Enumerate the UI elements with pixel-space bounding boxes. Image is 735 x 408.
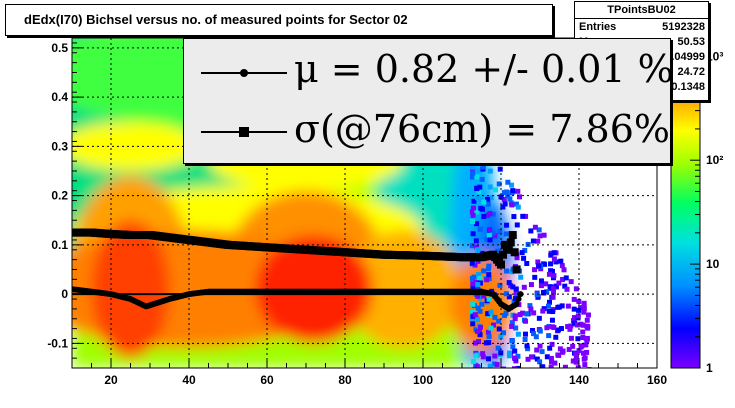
stats-value: 24.72 <box>677 66 705 78</box>
stats-value: 5192328 <box>662 21 705 33</box>
stats-row: Entries 5192328 <box>579 21 705 34</box>
legend-sigma-marker <box>239 127 249 137</box>
x-tick-label: 40 <box>182 373 196 387</box>
data-point <box>504 245 513 254</box>
y-tick-label: 0.2 <box>51 189 68 203</box>
series-layer <box>72 228 524 312</box>
x-tick-label: 140 <box>569 373 589 387</box>
y-axis: -0.1 0 0.1 0.2 0.3 0.4 0.5 <box>47 41 82 369</box>
data-point <box>510 248 519 257</box>
data-point <box>517 291 524 298</box>
x-tick-label: 160 <box>647 373 667 387</box>
x-tick-label: 80 <box>338 373 352 387</box>
y-tick-label: 0.1 <box>51 238 68 252</box>
x-tick-label: 60 <box>260 373 274 387</box>
stats-value: 0.04999 <box>665 51 705 63</box>
stats-value: 50.53 <box>677 36 705 48</box>
z-tick-label: 10³ <box>706 49 723 63</box>
chart-title: dEdx(I70) Bichsel versus no. of measured… <box>24 12 408 27</box>
data-point <box>506 238 515 247</box>
x-tick-label: 120 <box>491 373 511 387</box>
legend-markers <box>201 69 287 137</box>
legend-sigma-label: σ(@76cm) = 7.86% <box>294 107 670 151</box>
stats-value: 0.1348 <box>671 81 705 93</box>
y-tick-label: 0.5 <box>51 41 68 55</box>
y-tick-label: 0.3 <box>51 139 68 153</box>
x-tick-label: 100 <box>413 373 433 387</box>
z-tick-label: 10 <box>706 257 720 271</box>
series-sigma <box>72 228 521 274</box>
stats-name: TPointsBU02 <box>575 2 708 19</box>
data-point <box>515 296 522 303</box>
data-point <box>508 231 517 240</box>
density-cells <box>469 116 592 368</box>
z-axis: 1 10 10² 10³ <box>690 49 723 375</box>
legend-mean-marker <box>240 69 248 77</box>
y-tick-label: 0.4 <box>51 90 68 104</box>
legend-mean-label: μ = 0.82 +/- 0.01 % <box>294 47 674 91</box>
data-point <box>497 260 505 269</box>
data-point <box>512 265 521 274</box>
data-point <box>513 300 520 307</box>
y-tick-label: -0.1 <box>47 336 68 350</box>
title-box: dEdx(I70) Bichsel versus no. of measured… <box>5 4 553 36</box>
legend-box: μ = 0.82 +/- 0.01 % σ(@76cm) = 7.86% <box>183 38 674 164</box>
z-tick-label: 1 <box>706 361 713 375</box>
x-axis: 20 40 60 80 100 120 140 160 <box>71 359 667 387</box>
y-tick-label: 0 <box>61 287 68 301</box>
data-point <box>498 250 507 259</box>
z-tick-label: 10² <box>706 153 723 167</box>
x-tick-label: 20 <box>104 373 118 387</box>
series-mean <box>72 286 524 312</box>
stats-key: Entries <box>579 21 617 33</box>
